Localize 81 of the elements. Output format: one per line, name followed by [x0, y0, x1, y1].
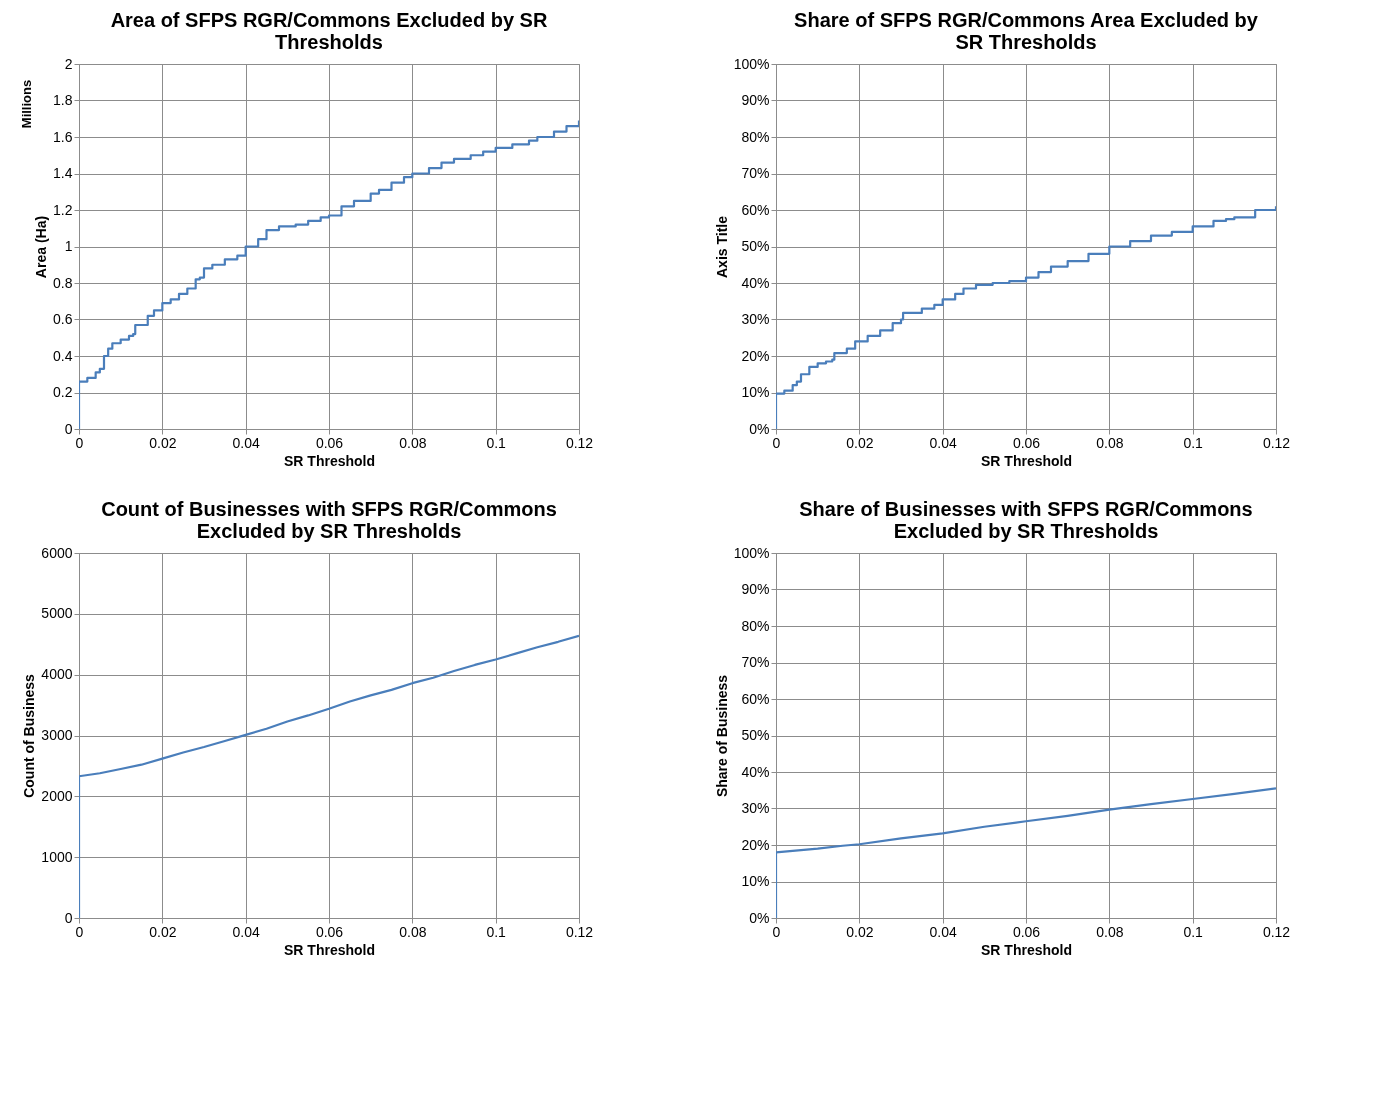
y-tick-label: 0: [64, 909, 73, 926]
x-tick-label: 0.02: [149, 923, 177, 940]
y-tick-label: 80%: [741, 617, 770, 634]
y-tick-label: 20%: [741, 836, 770, 853]
x-tick-label: 0.02: [149, 434, 177, 451]
x-tick-label: 0: [772, 923, 781, 940]
x-axis-title: SR Threshold: [283, 941, 376, 958]
y-tick-label: 1.4: [53, 165, 73, 181]
y-tick-label: 5000: [41, 605, 73, 622]
y-tick-label: 6000: [41, 544, 73, 561]
y-tick-label: 50%: [741, 238, 770, 254]
y-tick-label: 1: [64, 238, 73, 254]
y-axis-title: Axis Title: [713, 215, 730, 278]
y-tick-label: 2000: [41, 787, 73, 804]
y-tick-label: 0.2: [53, 384, 73, 400]
x-tick-label: 0: [75, 434, 84, 451]
y-tick-label: 3000: [41, 727, 73, 743]
x-tick-label: 0.12: [1262, 434, 1291, 451]
chart-title: Area of SFPS RGR/Commons Excluded by SR Thresholds: [110, 9, 548, 53]
y-tick-label: 60%: [741, 201, 770, 218]
x-axis-title: SR Threshold: [283, 452, 376, 469]
x-tick-label: 0.04: [929, 434, 957, 451]
y-tick-label: 100%: [733, 544, 770, 561]
x-tick-label: 0.12: [565, 434, 594, 451]
x-tick-label: 0.12: [1262, 923, 1291, 940]
x-tick-label: 0.08: [1096, 923, 1124, 940]
y-tick-label: 20%: [741, 347, 770, 364]
y-tick-label: 80%: [741, 128, 770, 145]
x-tick-label: 0.08: [399, 434, 427, 451]
x-tick-label: 0.08: [399, 923, 427, 940]
y-tick-label: 90%: [741, 581, 770, 597]
y-tick-label: 30%: [741, 311, 770, 327]
x-tick-label: 0: [772, 434, 781, 451]
y-tick-label: 70%: [741, 654, 770, 670]
y-tick-label: 40%: [741, 763, 770, 780]
y-tick-label: 70%: [741, 165, 770, 181]
chart-title: Count of Businesses with SFPS RGR/Commons Excluded by SR Thresholds: [101, 498, 557, 542]
x-tick-label: 0.04: [929, 923, 957, 940]
x-tick-label: 0.04: [232, 923, 260, 940]
y-tick-label: 0%: [749, 909, 770, 926]
x-tick-label: 0.04: [232, 434, 260, 451]
x-tick-label: 0.06: [1012, 923, 1041, 940]
y-tick-label: 0.8: [53, 274, 73, 291]
y-tick-label: 10%: [741, 873, 770, 889]
y-tick-label: 40%: [741, 274, 770, 291]
chart-title: Share of SFPS RGR/Commons Area Excluded by SR Thresholds: [794, 9, 1259, 53]
x-tick-label: 0.12: [565, 923, 594, 940]
x-axis-title: SR Threshold: [980, 941, 1073, 958]
x-tick-label: 0.06: [315, 923, 344, 940]
y-tick-label: 1.2: [53, 201, 73, 218]
x-axis-title: SR Threshold: [980, 452, 1073, 469]
y-tick-label: 60%: [741, 690, 770, 707]
x-tick-label: 0.02: [846, 434, 874, 451]
x-tick-label: 0.02: [846, 923, 874, 940]
y-axis-title: Share of Business: [713, 674, 730, 798]
y-tick-label: 4000: [41, 666, 73, 683]
y-axis-title: Area (Ha): [33, 215, 50, 279]
y-tick-label: 0: [64, 420, 73, 437]
y-tick-label: 90%: [741, 92, 770, 108]
y-axis-title: Count of Business: [21, 673, 38, 798]
y-tick-label: 10%: [741, 384, 770, 400]
chart-title: Share of Businesses with SFPS RGR/Commons Excluded by SR Thresholds: [799, 498, 1253, 542]
y-tick-label: 2: [64, 55, 73, 72]
y-tick-label: 1000: [41, 848, 73, 865]
x-tick-label: 0.06: [1012, 434, 1041, 451]
y-tick-label: 0%: [749, 420, 770, 437]
x-tick-label: 0.1: [1183, 923, 1204, 940]
x-tick-label: 0.06: [315, 434, 344, 451]
x-tick-label: 0.08: [1096, 434, 1124, 451]
y-tick-label: 100%: [733, 55, 770, 72]
x-tick-label: 0: [75, 923, 84, 940]
y-tick-label: 1.8: [53, 92, 73, 108]
text: Millions: [19, 79, 34, 129]
x-tick-label: 0.1: [486, 434, 507, 451]
x-tick-label: 0.1: [486, 923, 507, 940]
x-tick-label: 0.1: [1183, 434, 1204, 451]
y-tick-label: 1.6: [53, 128, 73, 145]
y-tick-label: 0.4: [53, 347, 73, 364]
y-tick-label: 50%: [741, 727, 770, 743]
y-tick-label: 30%: [741, 800, 770, 816]
y-tick-label: 0.6: [53, 311, 73, 327]
